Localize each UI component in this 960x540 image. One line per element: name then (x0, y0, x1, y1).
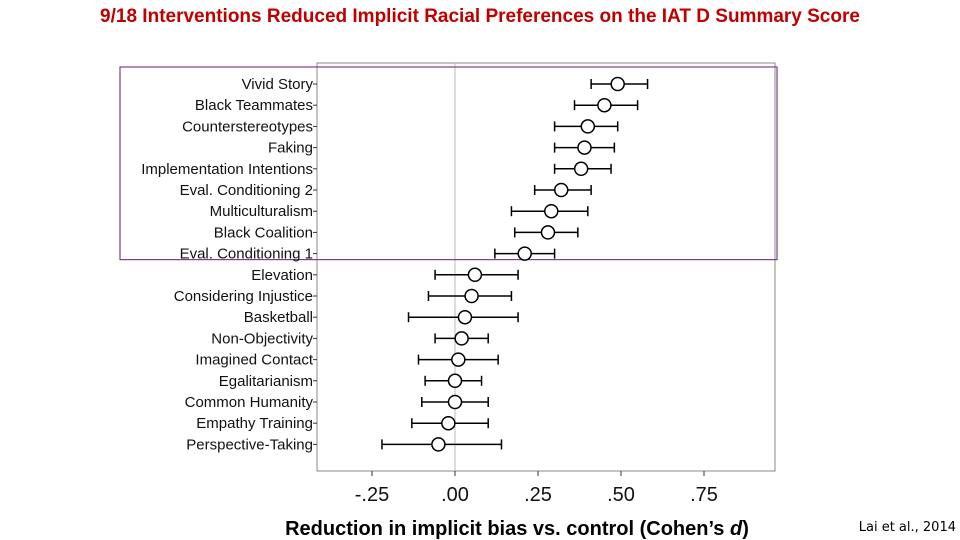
category-label-empathy-training: Empathy Training (196, 415, 313, 432)
category-label-black-teammates: Black Teammates (195, 97, 313, 114)
x-axis-title-end: ) (742, 518, 749, 540)
estimate-point-black-coalition (540, 225, 556, 240)
estimate-point-faking (577, 140, 592, 155)
estimate-point-imagined-contact (451, 352, 466, 367)
category-label-considering-injustice: Considering Injustice (174, 288, 313, 305)
category-label-multiculturalism: Multiculturalism (210, 203, 313, 220)
estimate-point-eval-conditioning-1 (517, 246, 532, 261)
x-tick-label-25: .25 (524, 484, 552, 506)
category-label-egalitarianism: Egalitarianism (219, 373, 313, 390)
plot-frame (316, 62, 776, 472)
estimate-point-basketball (457, 309, 473, 325)
estimate-point-black-teammates (597, 97, 612, 113)
category-label-elevation: Elevation (251, 267, 313, 284)
estimate-point-eval-conditioning-2 (553, 182, 569, 198)
estimate-point-elevation (467, 267, 483, 283)
highlight-box (119, 66, 778, 261)
y-axis-ticks (313, 83, 317, 445)
confidence-intervals (381, 79, 649, 450)
category-label-common-humanity: Common Humanity (185, 394, 314, 411)
category-label-faking: Faking (268, 140, 313, 157)
citation: Lai et al., 2014 (858, 520, 956, 535)
x-axis-title-main: Reduction in implicit bias vs. control (… (285, 518, 730, 540)
x-axis-title-italic: d (730, 518, 743, 540)
estimate-point-perspective-taking (431, 437, 446, 452)
estimate-point-considering-injustice (464, 288, 479, 304)
category-label-eval-conditioning-1: Eval. Conditioning 1 (180, 246, 313, 263)
category-label-counterstereotypes: Counterstereotypes (182, 118, 313, 135)
category-label-vivid-story: Vivid Story (242, 76, 314, 93)
x-tick-label-00: .00 (441, 484, 469, 506)
estimate-point-implementation-intentions (573, 161, 589, 177)
estimate-point-multiculturalism (544, 203, 559, 219)
plot-border (316, 62, 776, 472)
estimate-point-non-objectivity (454, 331, 469, 346)
estimate-point-egalitarianism (447, 373, 463, 389)
x-tick-label-50: .50 (607, 484, 635, 506)
category-labels: Vivid Story Black Teammates Counterstereot… (141, 76, 314, 453)
slide-title: 9/18 Interventions Reduced Implicit Raci… (100, 6, 860, 27)
x-axis-title: Reduction in implicit bias vs. control (… (285, 518, 749, 540)
estimate-point-empathy-training (441, 415, 456, 431)
x-tick-label-75: .75 (690, 484, 718, 506)
estimate-point-common-humanity (447, 394, 463, 410)
estimate-point-vivid-story (610, 76, 625, 92)
x-axis-ticks: -.25 .00 .25 .50 .75 (355, 471, 718, 506)
point-estimates (431, 76, 625, 452)
category-label-implementation-intentions: Implementation Intentions (141, 161, 313, 178)
category-label-imagined-contact: Imagined Contact (195, 352, 313, 369)
estimate-point-counterstereotypes (580, 119, 596, 134)
x-tick-label-25: -.25 (355, 484, 389, 506)
category-label-non-objectivity: Non-Objectivity (211, 330, 313, 347)
category-label-black-coalition: Black Coalition (214, 224, 313, 241)
highlight-rectangle (119, 66, 778, 261)
category-label-basketball: Basketball (244, 309, 313, 326)
category-label-perspective-taking: Perspective-Taking (186, 436, 313, 453)
category-label-eval-conditioning-2: Eval. Conditioning 2 (180, 182, 313, 199)
